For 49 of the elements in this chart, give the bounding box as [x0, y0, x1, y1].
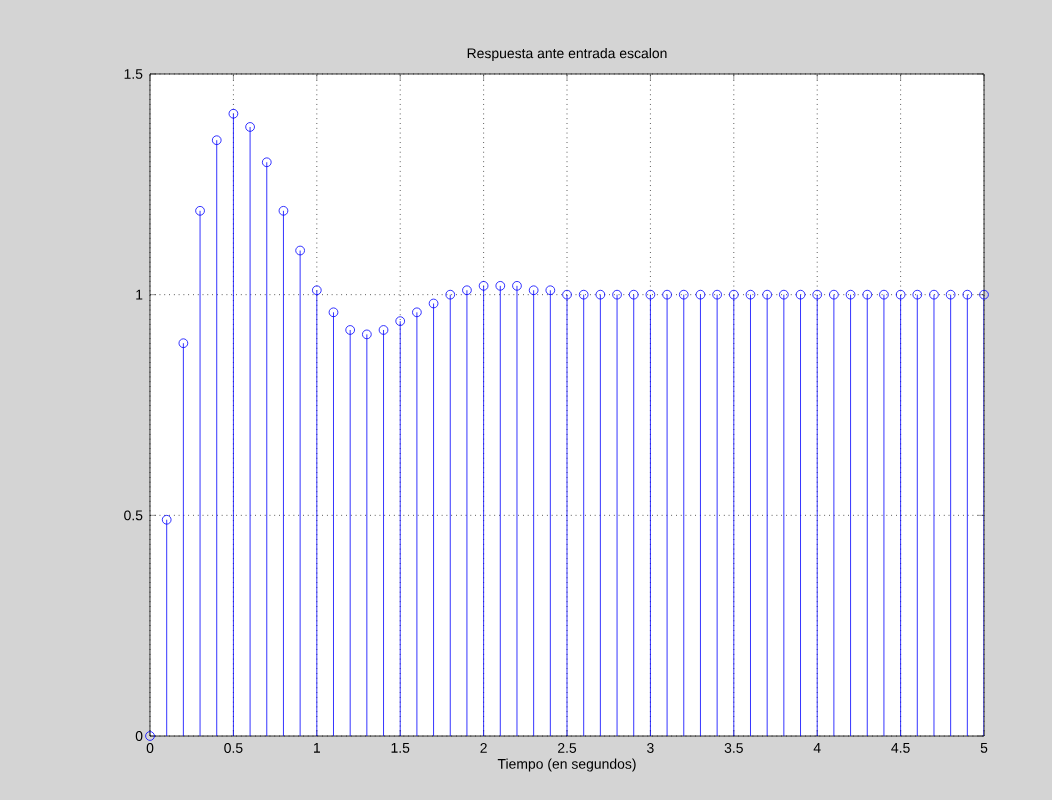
point — [195, 206, 205, 216]
point — [762, 289, 772, 300]
point — [228, 108, 239, 119]
point — [712, 289, 722, 300]
point — [829, 289, 839, 300]
point — [662, 289, 672, 300]
point — [245, 122, 255, 132]
point — [578, 289, 589, 300]
point — [495, 281, 506, 291]
point — [428, 298, 439, 309]
point — [512, 281, 522, 291]
point — [362, 329, 372, 340]
point — [645, 289, 656, 300]
point — [161, 514, 172, 525]
point — [929, 289, 939, 300]
point — [328, 307, 339, 318]
point — [478, 281, 489, 291]
point — [912, 289, 923, 300]
point — [628, 289, 639, 300]
point — [345, 325, 355, 335]
point — [862, 289, 873, 300]
point — [278, 206, 289, 216]
point — [312, 285, 322, 296]
point — [879, 289, 889, 300]
point — [678, 289, 689, 300]
point — [378, 325, 389, 335]
point — [595, 289, 606, 300]
point — [445, 289, 456, 300]
point — [845, 289, 856, 300]
point — [261, 157, 272, 168]
point — [745, 289, 756, 300]
point — [779, 289, 789, 300]
point — [395, 316, 406, 326]
point — [412, 307, 422, 318]
point — [178, 338, 189, 349]
point — [895, 289, 906, 300]
point — [962, 289, 973, 300]
point — [528, 285, 539, 296]
point — [562, 289, 572, 300]
point — [729, 289, 739, 300]
point — [545, 285, 556, 296]
point — [462, 285, 472, 296]
point — [295, 245, 305, 256]
point — [695, 289, 706, 300]
point — [211, 135, 222, 145]
point — [612, 289, 622, 300]
point — [812, 289, 823, 300]
point — [945, 289, 956, 300]
point — [795, 289, 806, 300]
